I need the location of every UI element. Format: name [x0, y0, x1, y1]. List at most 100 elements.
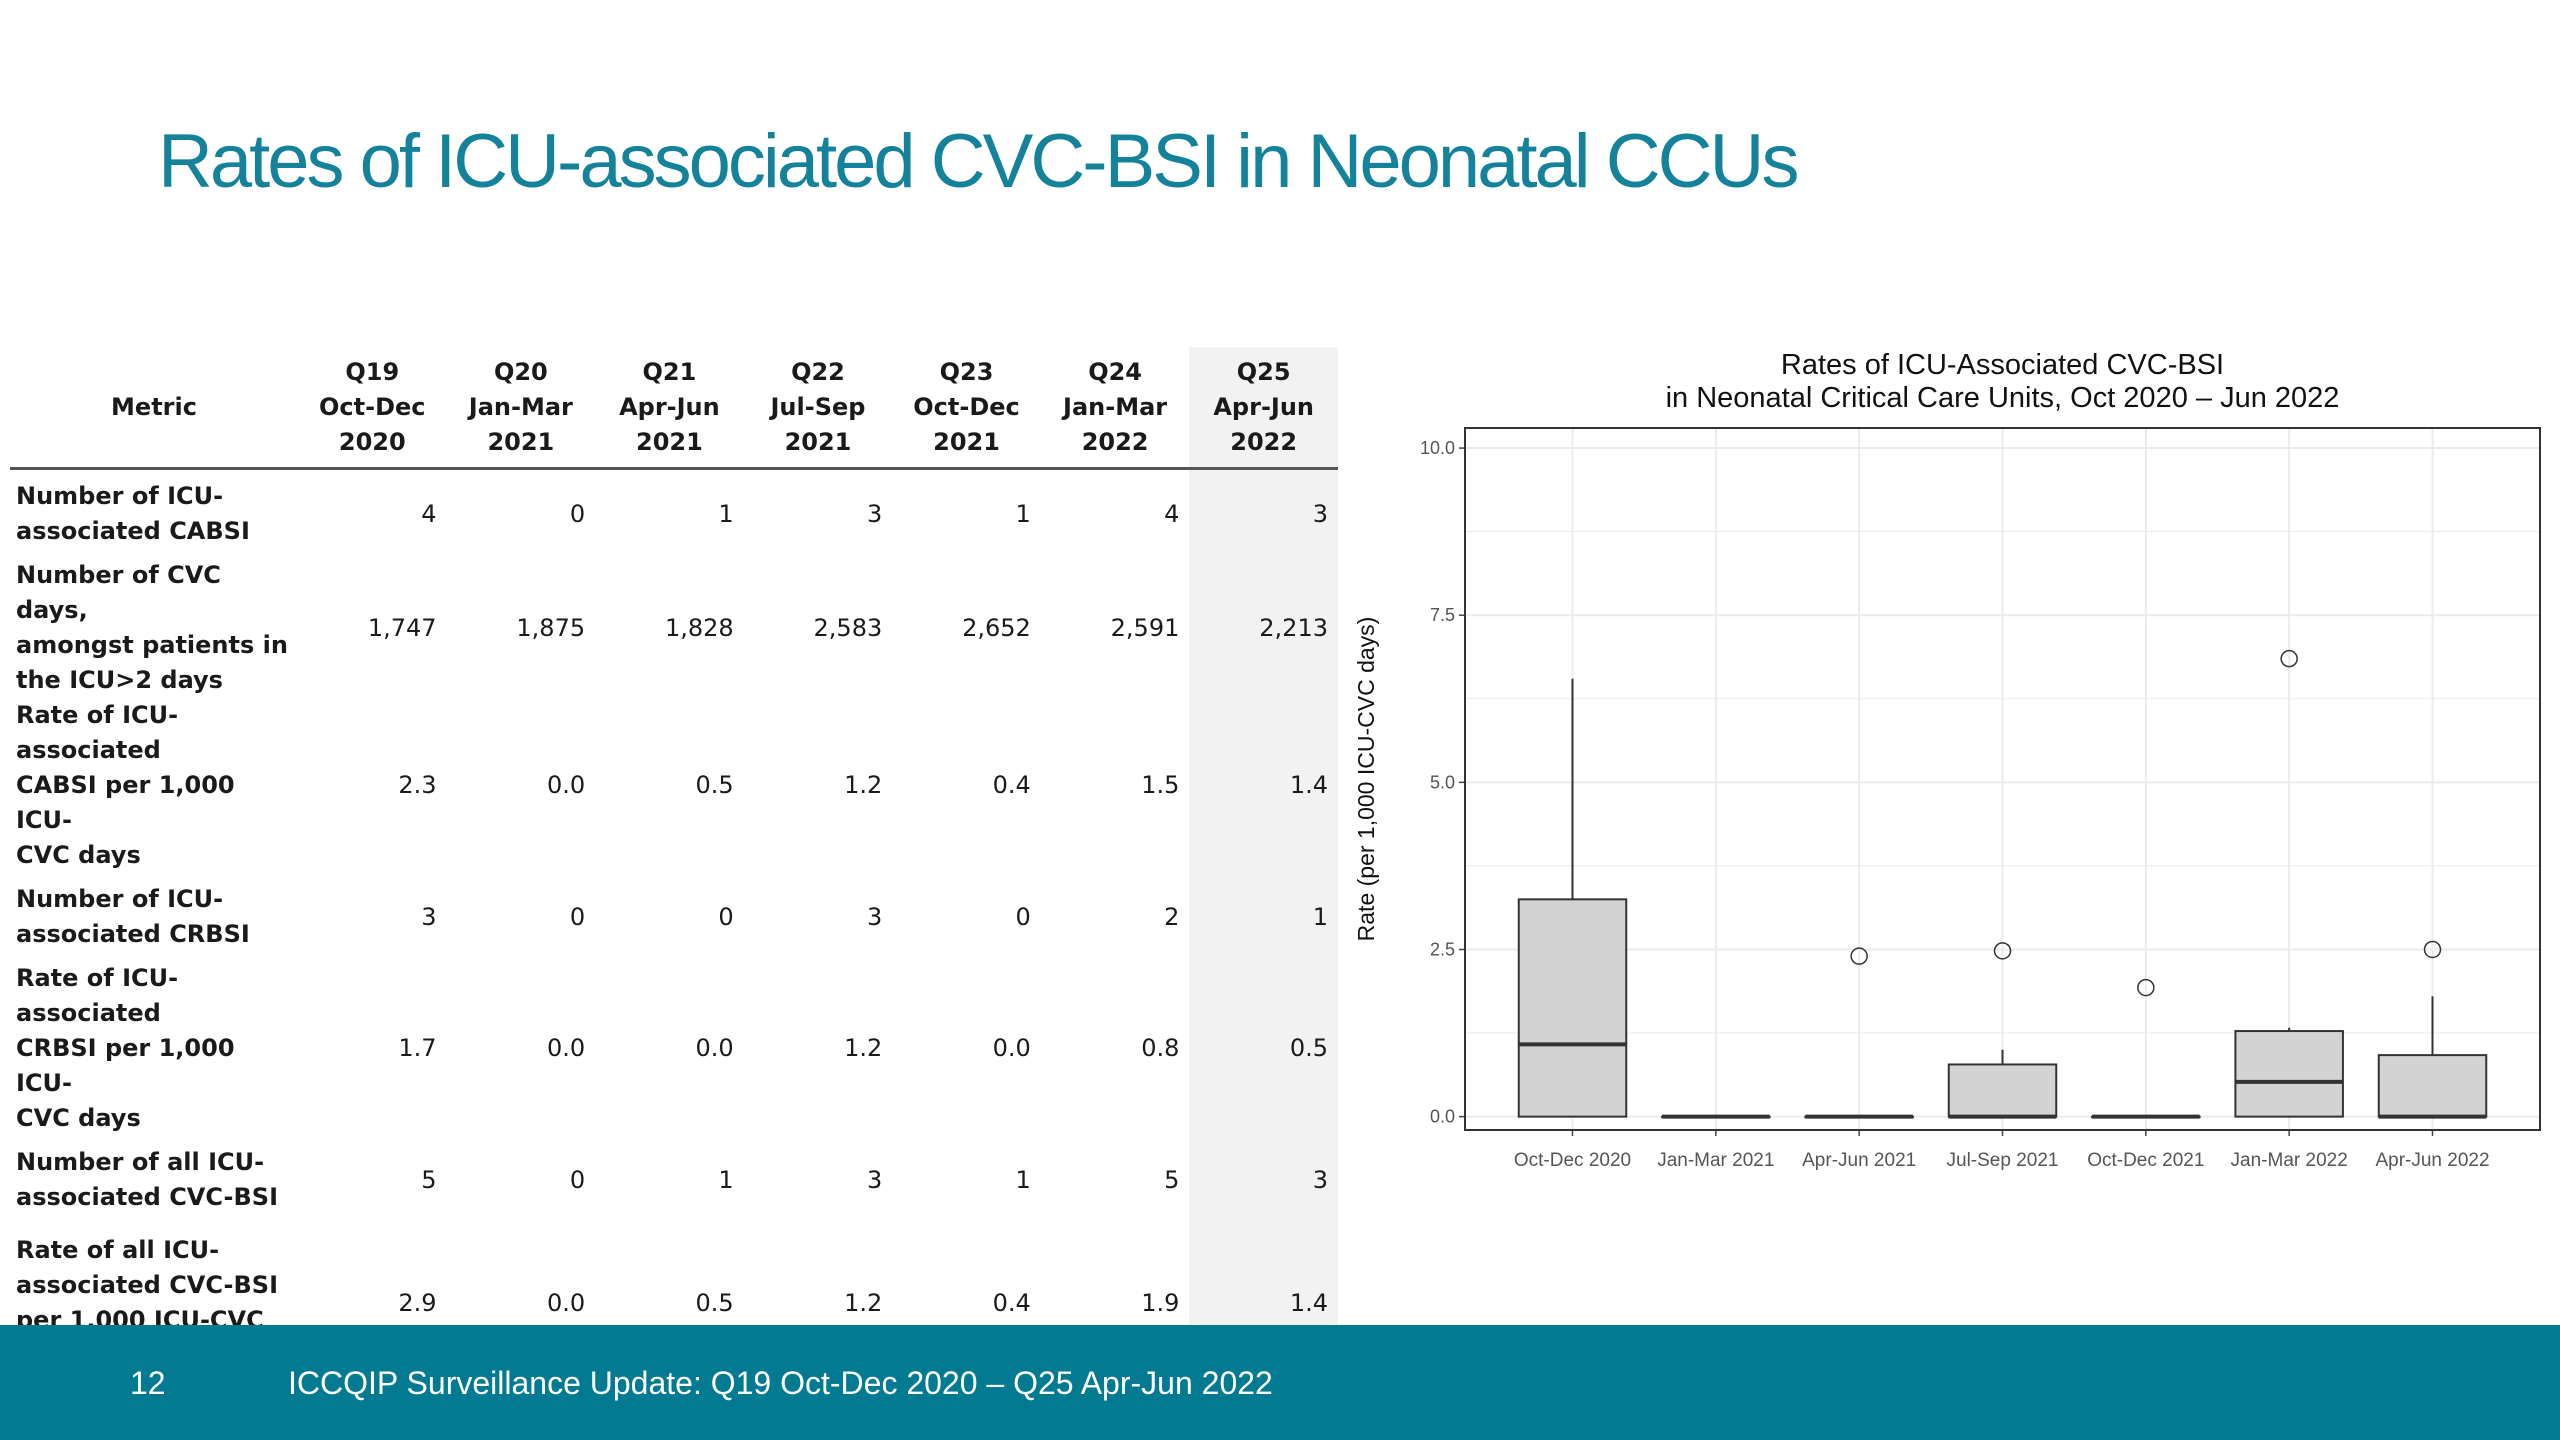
header-line: Oct-Dec: [913, 392, 1020, 421]
outlier-point: [2137, 978, 2155, 997]
x-tick-label: Apr-Jun 2021: [1802, 1150, 1916, 1171]
metric-value: 1.2: [844, 1034, 883, 1062]
metric-value: 2,583: [813, 613, 883, 642]
page-title: Rates of ICU-associated CVC-BSI in Neona…: [158, 119, 1799, 204]
y-tick-label: 2.5: [1430, 939, 1455, 959]
metric-value: 0: [569, 499, 586, 528]
metric-value: 0.5: [695, 771, 734, 799]
box: [1947, 1063, 2058, 1118]
metric-value: 0.5: [1189, 961, 1338, 1136]
header-quarter: Q25 Apr-Jun 2022: [1189, 347, 1338, 470]
table-row: Number of ICU-associated CRBSI 3 0 0 3 0 2 1: [10, 873, 1338, 961]
x-tick-label: Apr-Jun 2022: [2375, 1150, 2489, 1171]
metric-line: Rate of all ICU-: [16, 1236, 220, 1264]
header-line: 2022: [1081, 427, 1149, 456]
table-row: Number of all ICU-associated CVC-BSI 5 0 1 3…: [10, 1136, 1338, 1224]
metric-line: Number of ICU-: [16, 885, 224, 913]
metric-line: associated CRBSI: [16, 920, 250, 948]
outlier-point: [1993, 942, 2012, 960]
metric-line: Rate of ICU-associated: [16, 701, 179, 764]
panel-border: [1464, 427, 2541, 1131]
header-line: Q22: [791, 357, 845, 386]
metric-line: Number of all ICU-: [16, 1148, 265, 1176]
header-line: 2021: [636, 427, 703, 456]
header-line: Q25: [1236, 357, 1291, 386]
y-tick-label: 5.0: [1430, 772, 1455, 792]
x-tick-label: Oct-Dec 2020: [1514, 1150, 1631, 1171]
header-line: 2022: [1230, 427, 1298, 456]
header-line: Q19: [345, 357, 400, 386]
metric-line: CVC days: [16, 1104, 141, 1132]
metric-line: associated CVC-BSI: [16, 1183, 279, 1211]
y-axis-label: Rate (per 1,000 ICU-CVC days): [1353, 617, 1379, 942]
header-line: Q21: [642, 357, 697, 386]
metric-value: 5: [1164, 1165, 1180, 1194]
metric-value: 0: [1015, 902, 1031, 931]
metrics-table-wrapper: Metric Q19 Oct-Dec 2020 Q20 Jan-Mar 2021 Q21 Apr…: [10, 347, 1338, 1438]
metric-value: 5: [421, 1165, 437, 1194]
chart-title: in Neonatal Critical Care Units, Oct 202…: [1666, 382, 2340, 414]
metric-line: Number of CVC days,: [16, 561, 221, 624]
metric-value: 2.9: [398, 1288, 437, 1317]
header-quarter: Q20 Jan-Mar 2021: [446, 347, 596, 470]
x-tick-label: Oct-Dec 2021: [2087, 1150, 2204, 1171]
metric-label: Number of all ICU-associated CVC-BSI: [10, 1136, 298, 1224]
metric-line: CABSI per 1,000 ICU-: [16, 771, 235, 834]
header-quarter: Q22 Jul-Sep 2021: [743, 347, 893, 470]
metric-value: 0: [569, 902, 586, 931]
x-tick-label: Jan-Mar 2021: [1657, 1150, 1774, 1171]
metric-value: 3: [866, 1165, 883, 1194]
metric-value: 0.4: [992, 1288, 1031, 1317]
metric-label: Number of ICU-associated CABSI: [10, 469, 298, 559]
metric-label: Rate of ICU-associated CRBSI per 1,000 IC…: [10, 961, 298, 1136]
y-tick-label: 10.0: [1420, 438, 1455, 458]
metric-value: 2.3: [398, 771, 437, 799]
box-plot-svg: 0.0 2.5 5.0 7.5 10.0 Oct-Dec 2020 Jan-Mar 2021…: [1353, 349, 2541, 1171]
metric-value: 2,213: [1189, 558, 1338, 698]
metric-label: Number of ICU-associated CRBSI: [10, 873, 298, 961]
metric-line: associated CVC-BSI: [16, 1271, 279, 1299]
metric-value: 0.0: [992, 1034, 1031, 1062]
metric-value: 1: [1189, 873, 1338, 961]
table-row: Number of CVC days, amongst patients in th…: [10, 558, 1338, 698]
header-line: Jan-Mar: [468, 392, 573, 421]
footer-bar: 12 ICCQIP Surveillance Update: Q19 Oct-D…: [0, 1325, 2560, 1440]
header-quarter: Q23 Oct-Dec 2021: [892, 347, 1041, 470]
metric-value: 1: [1015, 1165, 1031, 1194]
header-line: Jul-Sep: [770, 392, 866, 421]
header-line: Apr-Jun: [1213, 392, 1315, 421]
metric-value: 0.0: [546, 771, 586, 799]
metric-value: 1.9: [1141, 1288, 1180, 1317]
metric-value: 3: [1189, 1136, 1338, 1224]
metric-value: 2: [1164, 902, 1180, 931]
metric-value: 1: [718, 1165, 734, 1194]
table-row: Rate of ICU-associated CABSI per 1,000 IC…: [10, 698, 1338, 873]
metric-value: 0.5: [695, 1288, 734, 1317]
metric-line: amongst patients in: [16, 631, 288, 659]
header-line: Oct-Dec: [319, 392, 426, 421]
metric-value: 3: [866, 902, 883, 931]
metric-line: Number of ICU-: [16, 482, 224, 510]
x-tick-label: Jan-Mar 2022: [2231, 1150, 2348, 1171]
metric-label: Rate of ICU-associated CABSI per 1,000 IC…: [10, 698, 298, 873]
metric-label: Number of CVC days, amongst patients in th…: [10, 558, 298, 698]
metric-value: 1,747: [367, 613, 437, 642]
metric-value: 3: [866, 499, 883, 528]
metric-value: 1.7: [398, 1034, 437, 1062]
metric-value: 0.0: [546, 1288, 586, 1317]
header-quarter: Q24 Jan-Mar 2022: [1040, 347, 1190, 470]
metric-value: 3: [1189, 468, 1338, 558]
box: [2234, 1030, 2344, 1118]
metric-value: 4: [421, 499, 437, 528]
table-row: Number of ICU-associated CABSI 4 0 1 3 1 4 3: [10, 468, 1338, 559]
metric-line: Rate of ICU-associated: [16, 964, 179, 1027]
metric-value: 1: [718, 499, 734, 528]
page-number: 12: [130, 1365, 166, 1401]
metric-value: 1.5: [1141, 771, 1180, 799]
metric-line: the ICU>2 days: [16, 666, 223, 694]
metric-value: 2,591: [1110, 613, 1180, 642]
metric-value: 2,652: [962, 613, 1031, 642]
metric-value: 0.0: [695, 1034, 734, 1062]
metric-value: 0.4: [992, 771, 1031, 799]
header-line: Q20: [493, 357, 548, 386]
